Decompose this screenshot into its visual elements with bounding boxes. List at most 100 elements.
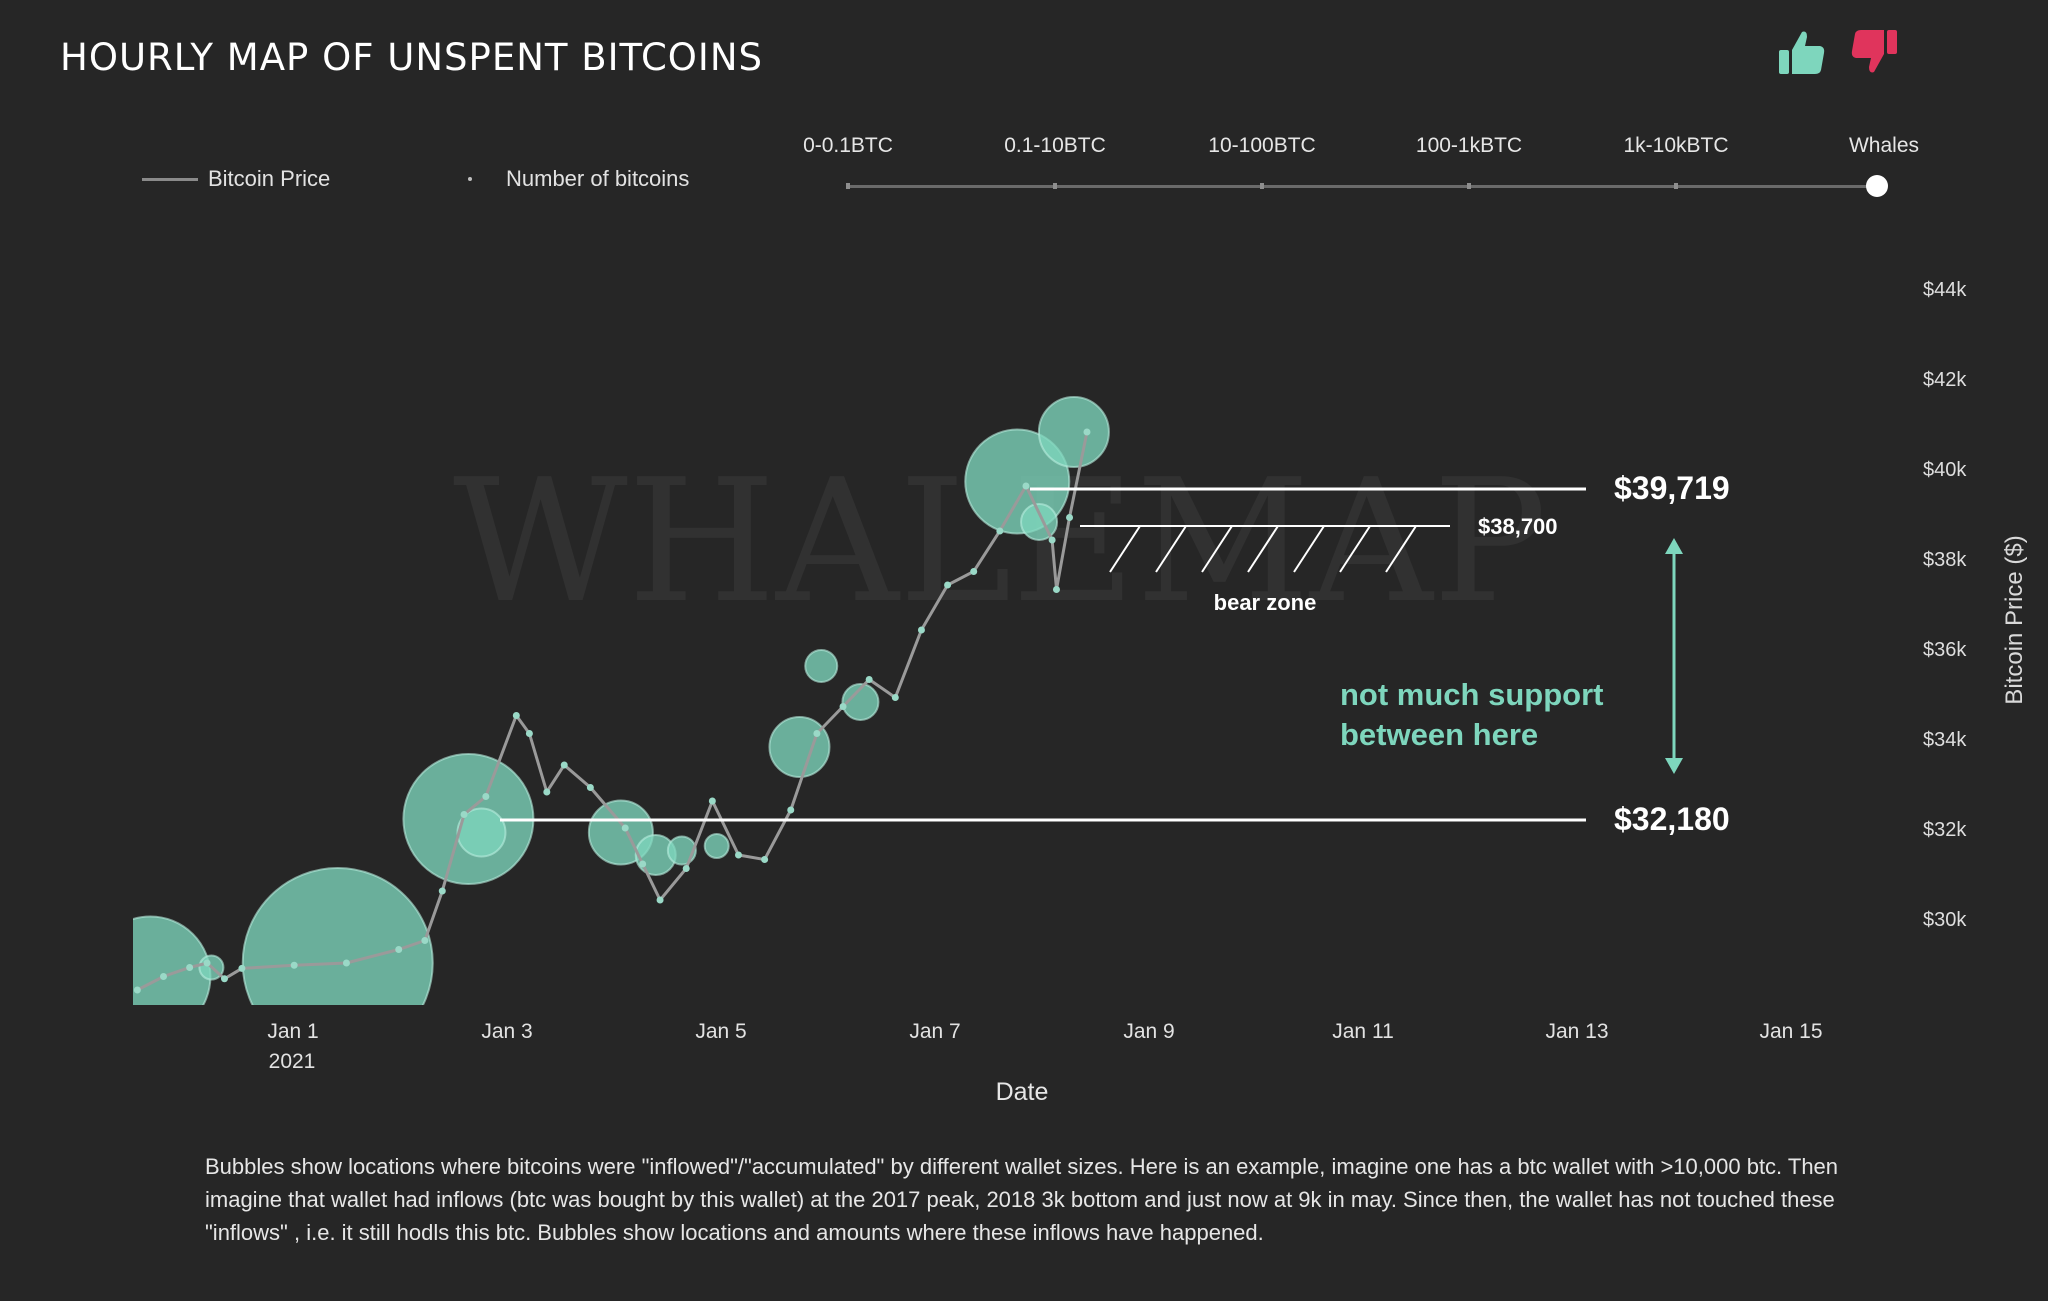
price-point [734, 851, 742, 859]
y-tick-label: $32k [1923, 819, 1967, 841]
slider-option-whales[interactable]: Whales [1848, 134, 1920, 157]
bubble-swatch [468, 177, 472, 181]
hatch-stroke [1109, 525, 1141, 573]
slider-tick [1674, 183, 1678, 189]
bubble [703, 833, 730, 859]
price-point [639, 860, 647, 868]
x-tick-label: Jan 11 [1332, 1020, 1394, 1043]
slider-option-100-1kbtc[interactable]: 100-1kBTC [1415, 134, 1523, 157]
hatch-stroke [1293, 525, 1325, 573]
x-tick-year: 2021 [269, 1050, 316, 1073]
x-tick-label: Jan 7 [909, 1020, 960, 1043]
x-axis-title: Date [996, 1078, 1049, 1106]
x-tick-label: Jan 1 [267, 1020, 318, 1043]
price-point [970, 568, 978, 575]
hatch-stroke [1201, 525, 1233, 573]
bubble [241, 867, 434, 1005]
x-tick-label: Jan 13 [1545, 1020, 1608, 1043]
price-point [891, 694, 899, 701]
y-tick-label: $38k [1923, 549, 1967, 571]
bear-zone-label: bear zone [1214, 590, 1317, 615]
thumbs-up-icon[interactable] [1776, 26, 1828, 78]
price-point [787, 806, 795, 814]
slider-tick [1260, 183, 1264, 189]
slider-option-10-100btc[interactable]: 10-100BTC [1208, 134, 1316, 157]
bubble [768, 716, 831, 778]
x-axis: Jan 1 Jan 3 Jan 5 Jan 7 Jan 9 Jan 11 Jan 13 Jan… [267, 1020, 1822, 1043]
price-point [525, 730, 533, 737]
y-tick-label: $36k [1923, 639, 1967, 661]
level-mid-label: $38,700 [1478, 514, 1558, 539]
y-tick-label: $40k [1923, 459, 1967, 481]
price-point [813, 730, 821, 737]
support-note-line1: not much support [1340, 677, 1603, 712]
price-point [1052, 586, 1060, 593]
price-point [1066, 514, 1074, 521]
level-low-label: $32,180 [1614, 801, 1730, 837]
price-point [395, 946, 403, 953]
slider-option-0.1-10btc[interactable]: 0.1-10BTC [1004, 134, 1106, 157]
price-point [238, 964, 246, 972]
slider-option-1k-10kbtc[interactable]: 1k-10kBTC [1623, 134, 1729, 157]
arrow-down-icon [1665, 758, 1683, 774]
price-point [133, 986, 141, 994]
price-point [996, 527, 1004, 535]
slider-tick [1053, 183, 1057, 189]
price-markers [133, 428, 1091, 994]
price-point [1022, 482, 1030, 490]
price-point [421, 937, 429, 944]
slider-option-0-0.1btc[interactable]: 0-0.1BTC [803, 134, 893, 157]
bubble [133, 915, 212, 1005]
price-point [159, 973, 167, 980]
price-point [543, 788, 551, 796]
legend-price[interactable]: Bitcoin Price [142, 166, 330, 192]
slider-tick [846, 183, 850, 189]
x-tick-label: Jan 5 [695, 1020, 746, 1043]
hatch-stroke [1247, 525, 1279, 573]
price-point [621, 824, 629, 832]
price-point [220, 975, 228, 983]
y-axis-title: Bitcoin Price ($) [2001, 535, 2028, 704]
bubble [804, 649, 839, 683]
chart-area: WHALEMAP $39,719 $38,700 bear zone $32,1… [133, 279, 2028, 1106]
y-tick-label: $42k [1923, 369, 1967, 391]
price-point [512, 712, 520, 719]
thumbs-down-icon[interactable] [1848, 26, 1900, 78]
y-tick-label: $44k [1923, 279, 1967, 301]
chart-title: HOURLY MAP OF UNSPENT BITCOINS [60, 36, 764, 79]
legend-bubbles-label: Number of bitcoins [506, 166, 690, 191]
support-note-line2: between here [1340, 717, 1538, 752]
bear-zone-hatch [1109, 525, 1417, 573]
price-point [1048, 536, 1056, 544]
price-point [682, 865, 690, 872]
y-tick-label: $30k [1923, 909, 1967, 931]
hatch-stroke [1155, 525, 1187, 573]
bubble [666, 835, 697, 866]
chart-caption: Bubbles show locations where bitcoins we… [205, 1154, 1839, 1245]
price-point [438, 887, 446, 895]
price-point [290, 961, 298, 969]
legend-bubbles[interactable]: Number of bitcoins [468, 166, 689, 192]
price-point [865, 676, 873, 683]
arrow-up-icon [1665, 538, 1683, 554]
price-point [1083, 428, 1091, 436]
wallet-size-slider-handle[interactable] [1866, 175, 1888, 197]
hatch-stroke [1385, 525, 1417, 573]
price-point [186, 964, 194, 971]
price-point [761, 856, 769, 863]
price-point [342, 959, 350, 967]
price-point [839, 703, 847, 710]
price-line-swatch [142, 177, 198, 181]
y-tick-label: $34k [1923, 729, 1967, 751]
price-point [656, 896, 664, 904]
price-point [917, 626, 925, 634]
wallet-size-slider-track[interactable] [848, 185, 1878, 188]
price-point [708, 797, 716, 805]
x-tick-label: Jan 9 [1123, 1020, 1174, 1043]
bubble [1020, 503, 1059, 541]
x-tick-label: Jan 3 [481, 1020, 532, 1043]
price-point [944, 581, 952, 589]
price-point [203, 959, 211, 967]
x-tick-label: Jan 15 [1759, 1020, 1822, 1043]
price-point [560, 761, 568, 769]
